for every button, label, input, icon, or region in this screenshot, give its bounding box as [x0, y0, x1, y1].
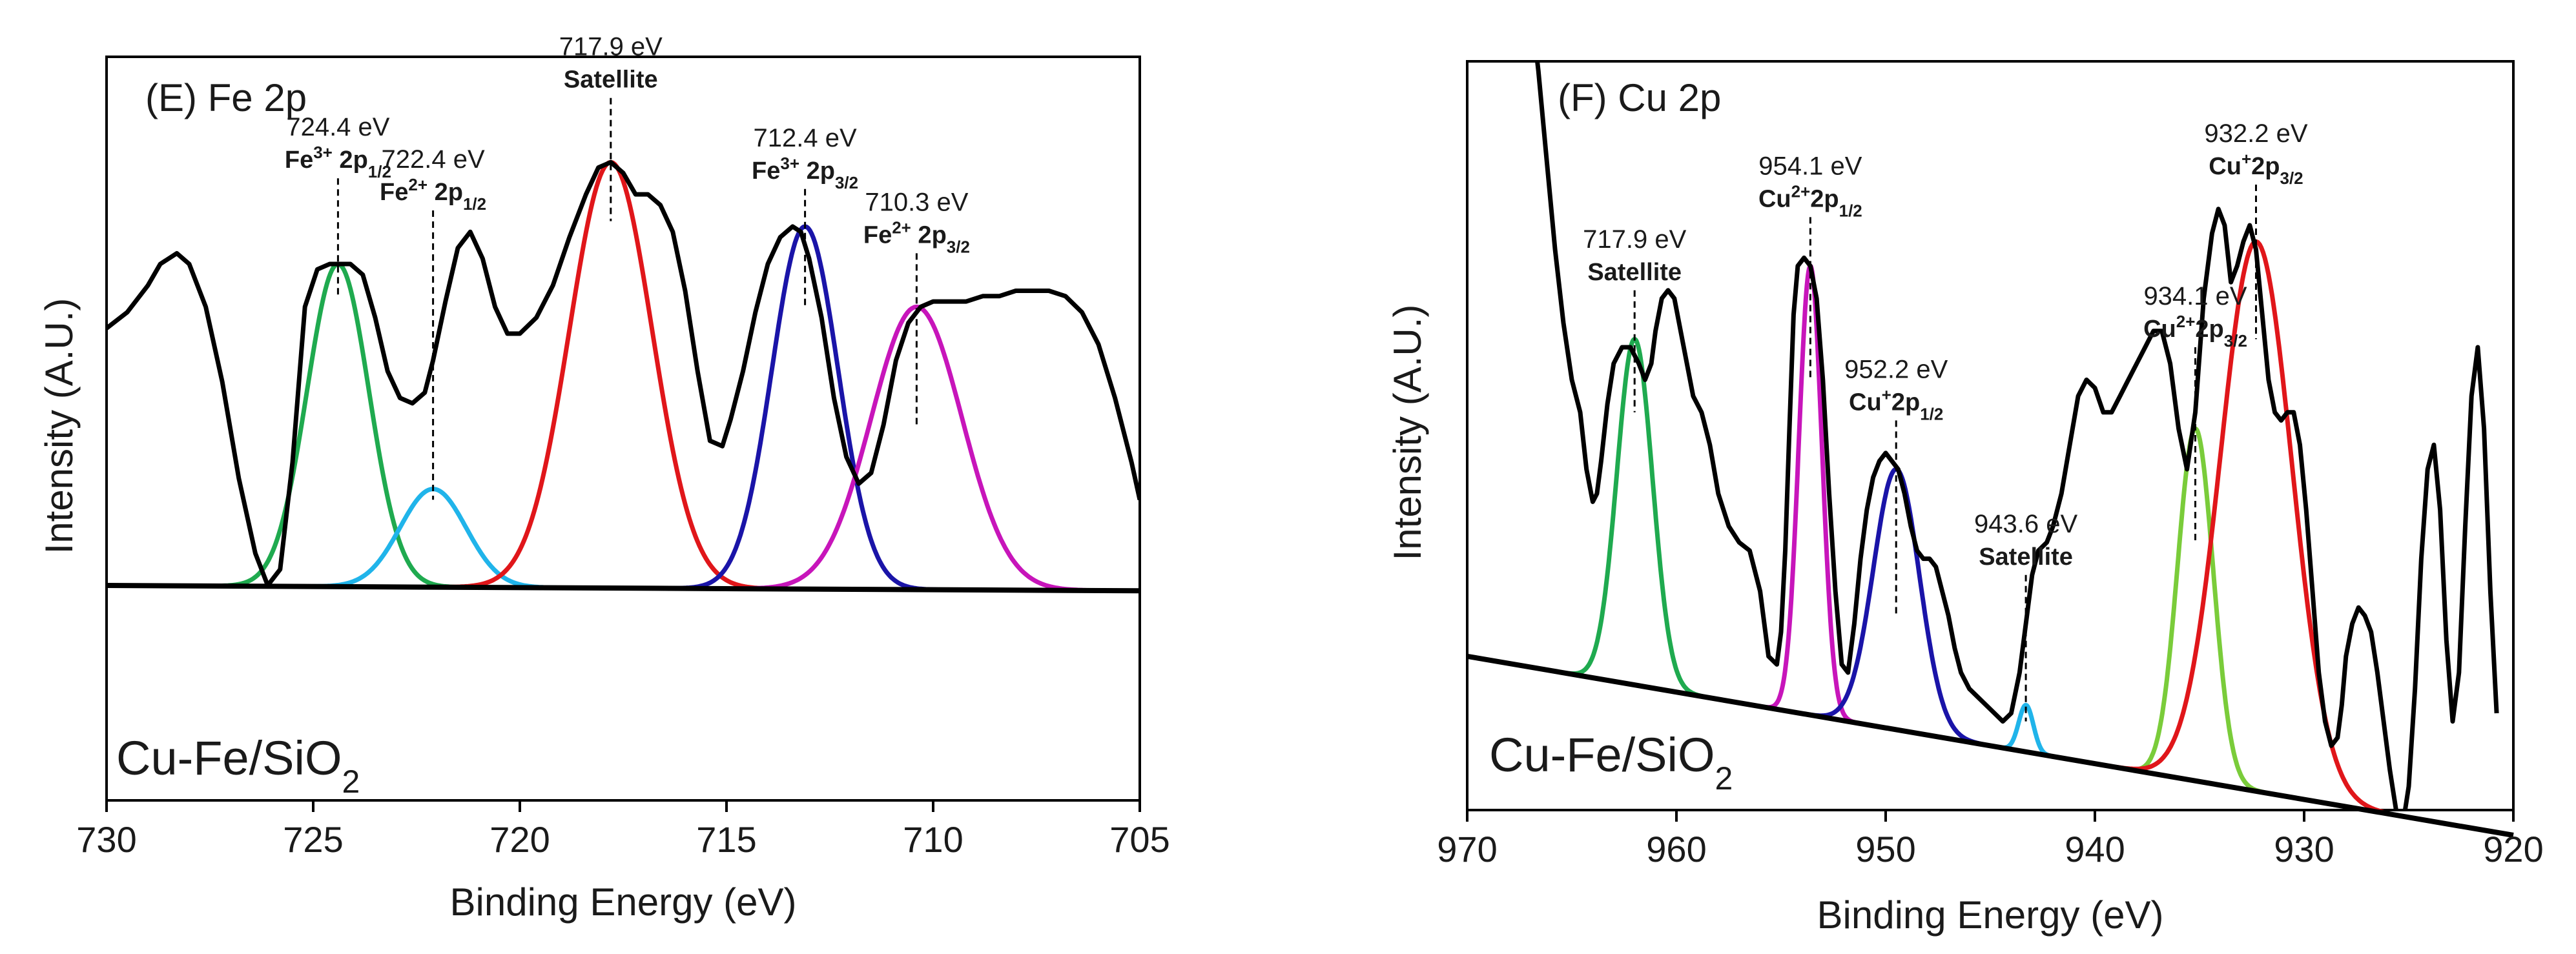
peak-assignment-label: Fe2+ 2p1/2: [380, 175, 486, 214]
peak-energy-label: 724.4 eV: [286, 113, 389, 141]
peak-energy-label: 943.6 eV: [1974, 510, 2077, 538]
peak-assignment-label: Cu+2p1/2: [1849, 385, 1943, 423]
x-tick-label: 920: [2483, 829, 2543, 869]
peak-assignment-label: Cu2+2p3/2: [2143, 312, 2247, 350]
peak-energy-label: 717.9 eV: [1583, 225, 1686, 254]
experimental-line: [1535, 61, 2499, 810]
baseline-line: [1467, 653, 2514, 838]
peak-energy-label: 934.1 eV: [2143, 282, 2247, 310]
y-axis-title: Intensity (A.U.): [37, 298, 81, 554]
peak-assignment-label: Cu2+2p1/2: [1758, 181, 1862, 220]
x-tick-label: 730: [76, 819, 136, 860]
sample-label: Cu-Fe/SiO2: [1489, 728, 1733, 797]
x-tick-label: 970: [1437, 829, 1497, 869]
y-axis-title: Intensity (A.U.): [1386, 305, 1429, 561]
x-tick-label: 950: [1855, 829, 1915, 869]
peak-energy-label: 722.4 eV: [382, 145, 485, 174]
experimental-curve: [107, 159, 1140, 588]
plot-frame: [105, 56, 1141, 802]
peak-assignment-label: Satellite: [564, 66, 658, 94]
x-axis-ticks: 970 960 950 940 930 920: [1437, 810, 2544, 869]
plot-frame: [1466, 60, 2515, 811]
fit-peak-satellite: [445, 159, 777, 591]
peak-energy-label: 710.3 eV: [865, 188, 968, 216]
peak-energy-label: 712.4 eV: [754, 124, 857, 152]
peak-energy-label: 952.2 eV: [1844, 355, 1948, 383]
peak-assignment-label: Fe3+ 2p3/2: [752, 154, 858, 192]
x-tick-label: 930: [2274, 829, 2334, 869]
peak-assignment-label: Satellite: [1587, 259, 1682, 286]
peak-assignment-label: Fe2+ 2p3/2: [863, 218, 970, 256]
x-tick-label: 940: [2065, 829, 2125, 869]
sample-label: Cu-Fe/SiO2: [116, 731, 360, 800]
baseline: [106, 583, 1140, 594]
panel-label: (F) Cu 2p: [1558, 76, 1721, 119]
fit-peaks: [213, 159, 1098, 593]
peak-assignment-label: Cu+2p3/2: [2209, 149, 2303, 188]
experimental-curve: [1535, 61, 2499, 810]
panel-label: (E) Fe 2p: [145, 76, 307, 119]
x-tick-label: 710: [903, 819, 963, 860]
x-tick-label: 720: [489, 819, 550, 860]
x-tick-label: 960: [1646, 829, 1706, 869]
experimental-line: [107, 159, 1140, 588]
x-axis-title: Binding Energy (eV): [1817, 893, 2164, 937]
peak-energy-label: 932.2 eV: [2204, 119, 2307, 148]
peak-energy-label: 954.1 eV: [1758, 152, 1862, 180]
baseline-line: [106, 583, 1140, 594]
x-tick-label: 705: [1109, 819, 1170, 860]
peak-assignment-label: Fe3+ 2p1/2: [285, 143, 391, 181]
x-axis-title: Binding Energy (eV): [450, 880, 797, 924]
peak-assignment-label: Satellite: [1979, 543, 2073, 571]
x-tick-label: 725: [283, 819, 343, 860]
x-tick-label: 715: [696, 819, 756, 860]
x-axis-ticks: 730 725 720 715 710 705: [76, 800, 1170, 860]
baseline: [1467, 653, 2514, 838]
peak-energy-label: 717.9 eV: [559, 33, 663, 61]
fit-peak-fe2-2p3-2: [734, 304, 1098, 593]
